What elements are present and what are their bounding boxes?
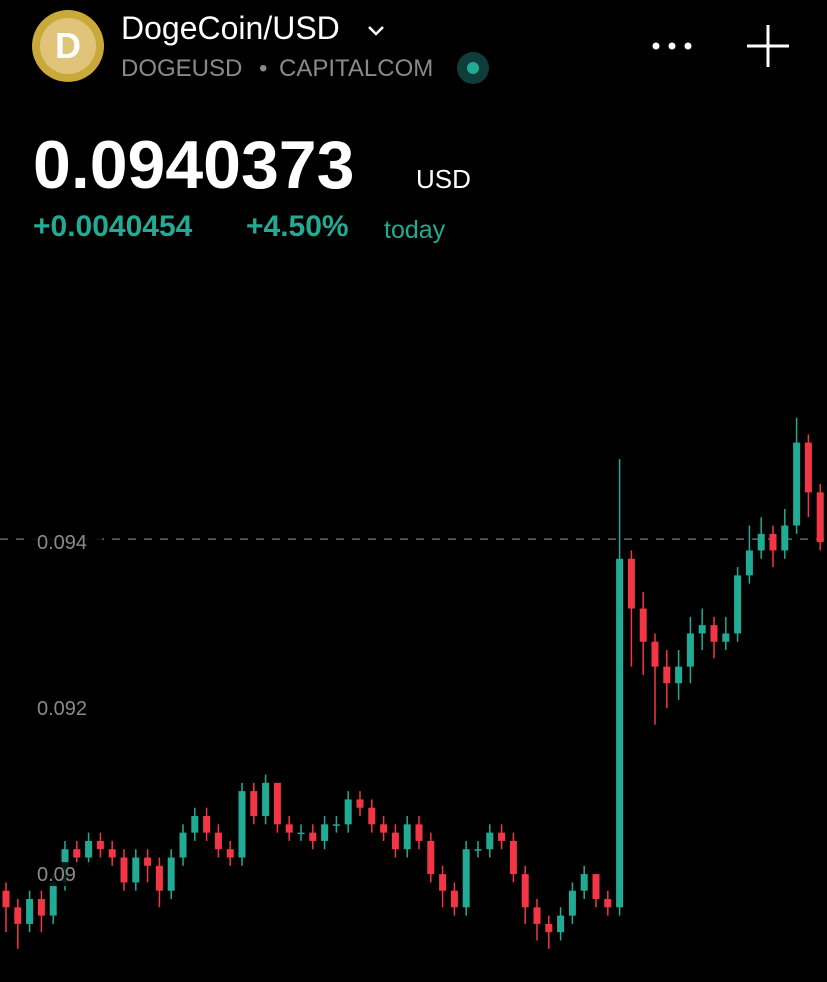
candle-body [616, 558, 624, 908]
candle-body [2, 890, 10, 908]
candle-body [486, 832, 494, 850]
candle-body [675, 666, 683, 684]
logo-inner [40, 18, 96, 74]
more-button[interactable] [652, 42, 692, 50]
logo-letter: D [55, 25, 81, 66]
candle-body [793, 442, 801, 526]
candle-body [26, 899, 34, 924]
candle-body [686, 633, 694, 667]
currency: USD [416, 164, 471, 194]
status-dot [467, 62, 479, 74]
symbol-title[interactable]: DogeCoin/USD [121, 10, 340, 46]
candle-body [344, 799, 352, 825]
candle-body [533, 907, 541, 924]
candle-body [368, 807, 376, 825]
candle-body [297, 832, 305, 835]
candle-body [816, 492, 824, 543]
candle-body [155, 865, 163, 891]
candle-body [273, 782, 281, 825]
y-tick-label-bg [32, 696, 102, 721]
y-tick-label: 0.09 [37, 864, 76, 886]
candle-body [380, 824, 388, 833]
candle-body [580, 874, 588, 891]
candle-body [757, 533, 765, 551]
y-tick-label: 0.092 [37, 698, 87, 720]
candle-body [262, 782, 270, 817]
separator: • [259, 55, 268, 82]
candle-body [132, 857, 140, 883]
candle-body [627, 558, 635, 609]
candle-body [191, 816, 199, 833]
candle-body [745, 550, 753, 576]
candle-body [521, 874, 529, 908]
candle-body [167, 857, 175, 891]
candle-body [73, 849, 81, 858]
candle-body [144, 857, 152, 866]
candle-body [238, 791, 246, 858]
candle-body [557, 915, 565, 933]
candle-body [427, 840, 435, 875]
y-tick-label: 0.094 [37, 532, 87, 554]
price: 0.0940373 [33, 127, 355, 203]
candle-body [49, 882, 57, 916]
candle-body [604, 899, 612, 908]
change-percent: +4.50% [246, 210, 349, 243]
candle-body [14, 907, 22, 924]
candle-body [663, 666, 671, 684]
candle-body [722, 633, 730, 642]
candle-body [96, 840, 104, 850]
dropdown-chevron[interactable] [368, 26, 384, 36]
candle-body [120, 857, 128, 883]
candle-body [214, 832, 222, 850]
candle-body [356, 799, 364, 808]
candle-body [698, 625, 706, 634]
candle-body [285, 824, 293, 833]
candle-body [450, 890, 458, 908]
candle-body [226, 849, 234, 858]
candle-body [769, 533, 777, 551]
candle-body [439, 874, 447, 891]
candle-body [85, 840, 93, 858]
candle-body [651, 641, 659, 667]
y-tick-label-bg [32, 530, 102, 555]
candle-body [108, 849, 116, 858]
candle-body [781, 525, 789, 551]
candle-body [509, 840, 517, 875]
candle-body [403, 824, 411, 850]
candle-body [734, 575, 742, 634]
candle-body [203, 816, 211, 833]
exchange: CAPITALCOM [279, 55, 434, 82]
add-button[interactable] [747, 25, 789, 67]
candle-body [179, 832, 187, 858]
y-tick-label-bg [32, 862, 102, 887]
period: today [384, 216, 446, 244]
candle-body [415, 824, 423, 841]
candle-body [710, 625, 718, 642]
candle-body [568, 890, 576, 916]
candle-body [321, 824, 329, 841]
candle-body [545, 923, 553, 933]
ticker: DOGEUSD [121, 55, 243, 82]
candle-body [391, 832, 399, 850]
candle-body [37, 899, 45, 916]
candle-body [592, 874, 600, 900]
candle-body [332, 824, 340, 826]
candle-body [498, 832, 506, 841]
candle-body [309, 832, 317, 841]
change: +0.0040454 [33, 210, 193, 243]
candle-body [804, 442, 812, 493]
candle-body [474, 849, 482, 851]
candle-body [639, 608, 647, 642]
candle-body [250, 791, 258, 817]
candle-body [462, 849, 470, 908]
